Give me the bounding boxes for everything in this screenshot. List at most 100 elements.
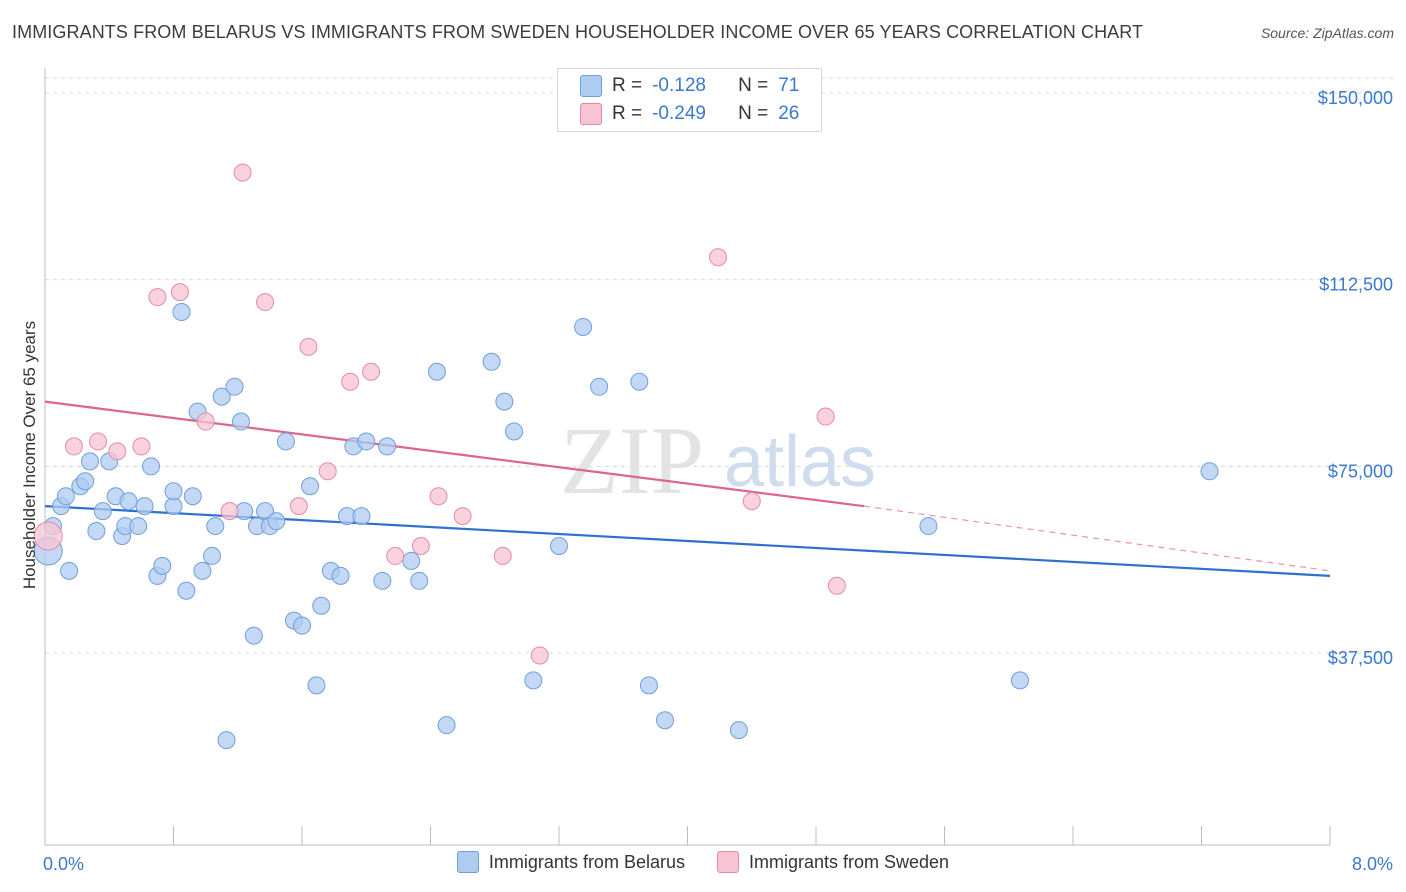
belarus-point — [729, 721, 748, 740]
belarus-legend-swatch — [456, 851, 479, 873]
source-label: Source: ZipAtlas.com — [1260, 25, 1394, 41]
watermark: ZIP atlas — [560, 407, 876, 514]
belarus-point — [402, 551, 421, 570]
legend-label-belarus: Immigrants from Belarus — [488, 851, 685, 872]
belarus-point — [482, 352, 501, 371]
sweden-point — [411, 536, 430, 555]
belarus-point — [193, 561, 212, 580]
belarus-point — [301, 477, 320, 496]
belarus-point — [212, 387, 231, 406]
sweden-point — [33, 521, 63, 551]
sweden-point — [64, 437, 83, 456]
belarus-point — [135, 497, 154, 516]
sweden-point — [170, 283, 189, 302]
sweden-point — [89, 432, 108, 451]
sweden-point — [256, 293, 275, 312]
belarus-n-value: 71 — [778, 75, 800, 96]
belarus-point — [225, 377, 244, 396]
sweden-point — [299, 337, 318, 356]
belarus-point — [1200, 462, 1219, 481]
sweden-swatch — [580, 103, 602, 125]
n-label: N = — [738, 103, 769, 124]
belarus-point — [80, 452, 99, 471]
belarus-r-value: -0.128 — [652, 75, 706, 96]
axes — [44, 68, 1331, 846]
sweden-point — [827, 576, 846, 595]
belarus-point — [60, 561, 79, 580]
belarus-point — [177, 581, 196, 600]
sweden-n-value: 26 — [778, 103, 800, 124]
belarus-point — [164, 482, 183, 501]
sweden-point — [196, 412, 215, 431]
belarus-point — [550, 536, 568, 555]
y-tick-label: $37,500 — [1328, 648, 1393, 668]
belarus-point — [244, 626, 263, 645]
belarus-point — [142, 457, 161, 476]
belarus-point — [331, 566, 350, 585]
data-points — [33, 163, 1219, 750]
belarus-point — [373, 571, 392, 590]
belarus-point — [639, 676, 658, 695]
belarus-point — [129, 517, 148, 536]
x-tick-label-min: 0.0% — [43, 854, 84, 874]
watermark-atlas: atlas — [724, 422, 876, 502]
belarus-point — [217, 731, 236, 750]
belarus-point — [231, 412, 250, 431]
stats-legend: R = -0.128 N = 71 R = -0.249 N = 26 — [557, 68, 822, 132]
belarus-point — [352, 507, 371, 526]
y-tick-label: $150,000 — [1318, 88, 1393, 108]
belarus-point — [656, 711, 675, 730]
belarus-point — [410, 571, 429, 590]
belarus-point — [505, 422, 524, 441]
sweden-point — [362, 362, 381, 381]
belarus-point — [93, 502, 112, 521]
sweden-point — [289, 497, 308, 516]
y-axis-label: Householder Income Over 65 years — [20, 320, 39, 590]
belarus-point — [357, 432, 376, 451]
belarus-point — [183, 487, 202, 506]
y-tick-label: $75,000 — [1328, 461, 1393, 481]
sweden-point — [108, 442, 127, 461]
belarus-point — [267, 512, 286, 531]
belarus-swatch — [580, 75, 602, 97]
sweden-point — [386, 546, 405, 565]
belarus-point — [427, 362, 446, 381]
bottom-legend: Immigrants from Belarus Immigrants from … — [0, 851, 1406, 873]
belarus-point — [87, 522, 106, 541]
sweden-point — [742, 492, 761, 511]
sweden-trendline-extension — [864, 505, 1331, 572]
tick-labels: $37,500 $75,000 $112,500 $150,000 0.0% 8.0% — [43, 88, 1393, 874]
sweden-point — [220, 502, 239, 521]
sweden-point — [341, 372, 360, 391]
y-tick-label: $112,500 — [1319, 275, 1393, 295]
belarus-point — [76, 472, 95, 491]
sweden-point — [493, 546, 512, 565]
chart-title: IMMIGRANTS FROM BELARUS VS IMMIGRANTS FR… — [12, 22, 1144, 42]
sweden-point — [709, 248, 728, 267]
sweden-point — [318, 462, 337, 481]
belarus-point — [574, 317, 593, 336]
belarus-point — [378, 437, 397, 456]
sweden-point — [132, 437, 151, 456]
belarus-point — [1010, 671, 1029, 690]
belarus-point — [590, 377, 609, 396]
belarus-point — [276, 432, 295, 451]
belarus-point — [56, 487, 75, 506]
sweden-r-value: -0.249 — [652, 103, 706, 124]
watermark-zip: ZIP — [560, 407, 704, 514]
sweden-point — [233, 163, 252, 182]
belarus-point — [919, 517, 938, 536]
belarus-point — [495, 392, 514, 411]
grid — [45, 77, 1395, 654]
belarus-point — [119, 492, 138, 511]
legend-item-belarus[interactable]: Immigrants from Belarus — [456, 851, 685, 873]
belarus-point — [206, 517, 225, 536]
sweden-point — [530, 646, 549, 665]
legend-item-sweden[interactable]: Immigrants from Sweden — [716, 851, 949, 873]
belarus-point — [630, 372, 649, 391]
belarus-point — [153, 556, 172, 575]
sweden-trendline — [44, 400, 865, 508]
belarus-point — [293, 616, 311, 635]
stats-row-sweden: R = -0.249 N = 26 — [580, 103, 799, 125]
